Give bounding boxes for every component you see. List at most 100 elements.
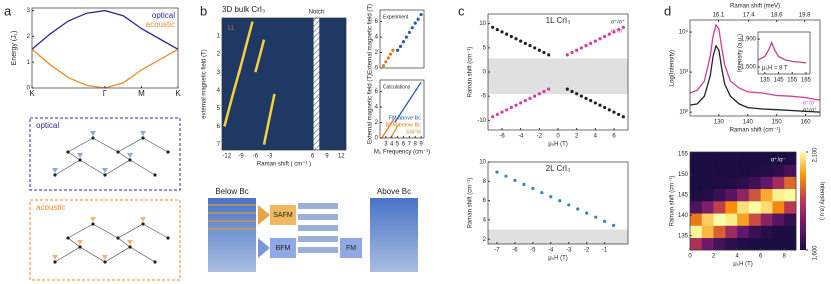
x-axis-label: μ₀H (T): [548, 142, 568, 148]
heatmap-cell: [737, 164, 750, 177]
point: [491, 25, 495, 29]
point: [505, 32, 509, 36]
y-tick-label: 2: [27, 34, 31, 40]
point: [413, 21, 417, 25]
heatmap-cell: [748, 237, 761, 251]
heatmap-cell: [737, 213, 750, 226]
frame: [757, 31, 811, 75]
y-tick-label: 5: [483, 45, 487, 51]
point: [505, 108, 509, 112]
x-tick-label: 8: [414, 142, 418, 148]
box-label: acoustic: [36, 203, 65, 212]
point: [576, 207, 580, 211]
heatmap-cell: [748, 188, 761, 202]
x-axis-label: μ₀H (T): [733, 262, 753, 268]
heatmap-cell: [772, 237, 785, 251]
point: [523, 99, 527, 103]
colorbar-tick-label: 1,600: [813, 245, 819, 261]
point: [598, 37, 602, 41]
point: [542, 50, 546, 55]
series-line: [262, 93, 276, 145]
heatmap-cell: [784, 164, 797, 177]
x-tick-label: 2: [575, 134, 579, 140]
heatmap-cell: [784, 188, 797, 202]
y-axis-label: Raman shift (cm⁻¹): [670, 176, 676, 227]
point: [549, 195, 553, 199]
heatmap-cell: [784, 213, 797, 226]
panel-label: b: [200, 3, 207, 18]
y-tick-label: 0: [375, 136, 379, 142]
heatmap-cell: [725, 201, 738, 214]
x-tick-label: 5: [396, 142, 400, 148]
x-tick-label: 160: [801, 120, 812, 126]
point: [533, 46, 537, 50]
annotation: μ₀H = 8 T: [762, 66, 788, 72]
point: [533, 94, 537, 98]
heatmap-cell: [772, 201, 785, 214]
acoustic-lattice: acoustic: [29, 199, 181, 281]
x-tick-label: -6: [512, 248, 518, 254]
y-tick-label: 155: [678, 152, 689, 158]
heatmap-cell: [690, 201, 703, 214]
heatmap-cell: [737, 201, 750, 214]
legend-label: σ⁺/σ⁺: [611, 18, 625, 25]
frame: [487, 161, 629, 245]
y-tick-label: 6: [483, 198, 487, 204]
heatmap-cell: [690, 176, 703, 190]
frame: [379, 79, 425, 139]
series-line: [31, 9, 179, 50]
x-tick-label: K: [175, 89, 181, 98]
x-tick-label: K: [29, 89, 35, 98]
x2-tick-label: 19.8: [799, 13, 811, 19]
series-line: [381, 118, 395, 139]
y-tick-label: 6: [375, 89, 379, 95]
heatmap-cell: [737, 188, 750, 202]
point: [537, 92, 541, 96]
chart-title: Calculations: [383, 84, 411, 90]
frame: [221, 17, 347, 151]
point: [531, 186, 535, 191]
point: [603, 219, 607, 223]
shaded-band: [488, 229, 628, 244]
heatmap-cell: [772, 225, 785, 239]
point: [593, 101, 597, 105]
x-tick-label: 6: [311, 154, 315, 160]
point: [407, 30, 411, 35]
y-tick-label: 0: [483, 70, 487, 76]
heatmap-cell: [701, 164, 714, 177]
diagram-label: Below Bc: [215, 187, 248, 196]
point: [593, 39, 597, 43]
point: [612, 223, 616, 227]
point: [386, 56, 390, 60]
y-tick-label: 1,500: [741, 65, 757, 71]
heatmap-cell: [784, 237, 797, 251]
y-tick-label: 4: [375, 105, 379, 111]
x-axis-label: Raman shift (cm⁻¹): [730, 128, 781, 134]
heatmap-cell: [725, 188, 738, 202]
point: [565, 87, 569, 91]
point: [558, 199, 562, 203]
y-tick-label: 10: [479, 21, 486, 27]
heatmap-cell: [713, 201, 726, 214]
heatmap-cell: [701, 201, 714, 214]
heatmap-cell: [737, 152, 750, 165]
point: [391, 48, 395, 52]
heatmap-cell: [760, 237, 773, 251]
y-axis-label: Log(Intensity): [670, 50, 676, 86]
x-tick-label: 150: [772, 120, 783, 126]
heatmap-cell: [760, 176, 773, 190]
heatmap-cell: [760, 201, 773, 214]
panel-label: d: [664, 3, 671, 18]
point: [547, 53, 551, 57]
y-tick-label: -5: [481, 94, 487, 100]
diagram-label: BFM: [276, 245, 291, 252]
heatmap-cell: [701, 188, 714, 202]
y-tick-label: 7: [217, 142, 221, 148]
heatmap-cell: [725, 152, 738, 165]
legend-label: FM above Bc: [389, 115, 422, 121]
point: [509, 34, 513, 39]
legend-label: σ⁻/σ⁻: [611, 28, 625, 34]
heatmap-cell: [713, 225, 726, 239]
panel-label: a: [4, 3, 12, 18]
y-tick-label: 6: [375, 19, 379, 25]
